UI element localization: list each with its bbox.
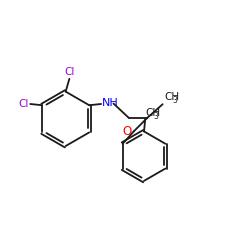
Text: CH: CH: [145, 108, 160, 118]
Text: CH: CH: [164, 92, 179, 102]
Text: NH: NH: [102, 98, 118, 108]
Text: Cl: Cl: [64, 67, 74, 77]
Text: 3: 3: [154, 112, 158, 121]
Text: O: O: [122, 126, 132, 138]
Text: Cl: Cl: [18, 99, 29, 109]
Text: 3: 3: [172, 96, 177, 106]
